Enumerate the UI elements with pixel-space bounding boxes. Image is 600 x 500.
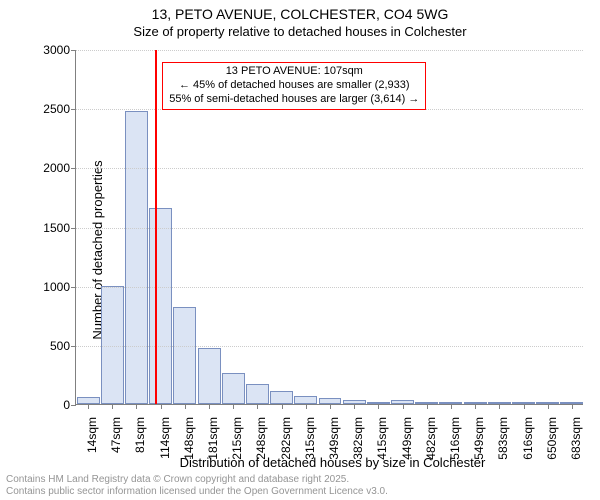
y-tick-mark xyxy=(71,109,76,110)
x-tick-mark xyxy=(209,404,210,409)
y-tick-mark xyxy=(71,228,76,229)
x-tick-mark xyxy=(548,404,549,409)
histogram-bar xyxy=(222,373,245,404)
y-tick-mark xyxy=(71,50,76,51)
gridline xyxy=(76,287,583,288)
x-tick-mark xyxy=(136,404,137,409)
footer-attribution: Contains HM Land Registry data © Crown c… xyxy=(6,474,388,498)
chart-title: 13, PETO AVENUE, COLCHESTER, CO4 5WG xyxy=(0,6,600,22)
x-tick-mark xyxy=(282,404,283,409)
y-tick-label: 3000 xyxy=(43,43,70,57)
histogram-bar xyxy=(198,348,221,404)
y-tick-label: 1500 xyxy=(43,221,70,235)
x-tick-label: 248sqm xyxy=(254,417,268,460)
x-tick-label: 282sqm xyxy=(279,417,293,460)
histogram-bar xyxy=(270,391,293,404)
x-tick-label: 47sqm xyxy=(109,417,123,453)
x-tick-mark xyxy=(185,404,186,409)
x-tick-label: 482sqm xyxy=(424,417,438,460)
y-tick-label: 2500 xyxy=(43,102,70,116)
x-tick-mark xyxy=(233,404,234,409)
x-tick-label: 181sqm xyxy=(206,417,220,460)
x-tick-mark xyxy=(378,404,379,409)
x-tick-label: 516sqm xyxy=(448,417,462,460)
y-tick-mark xyxy=(71,346,76,347)
x-axis-label: Distribution of detached houses by size … xyxy=(75,455,590,470)
x-tick-mark xyxy=(403,404,404,409)
x-tick-mark xyxy=(306,404,307,409)
y-tick-label: 0 xyxy=(63,398,70,412)
annotation-box: 13 PETO AVENUE: 107sqm← 45% of detached … xyxy=(162,62,426,109)
x-tick-mark xyxy=(88,404,89,409)
annotation-line: 13 PETO AVENUE: 107sqm xyxy=(169,65,419,79)
x-tick-label: 315sqm xyxy=(303,417,317,460)
annotation-line: 55% of semi-detached houses are larger (… xyxy=(169,93,419,107)
y-tick-mark xyxy=(71,168,76,169)
y-tick-label: 1000 xyxy=(43,280,70,294)
x-tick-mark xyxy=(354,404,355,409)
y-tick-mark xyxy=(71,405,76,406)
x-tick-mark xyxy=(427,404,428,409)
y-tick-mark xyxy=(71,287,76,288)
x-tick-label: 650sqm xyxy=(545,417,559,460)
x-tick-mark xyxy=(112,404,113,409)
histogram-bar xyxy=(101,286,124,404)
histogram-bar xyxy=(149,208,172,404)
x-tick-label: 415sqm xyxy=(375,417,389,460)
x-tick-mark xyxy=(475,404,476,409)
property-marker-line xyxy=(155,50,157,404)
x-tick-label: 349sqm xyxy=(327,417,341,460)
x-tick-label: 382sqm xyxy=(351,417,365,460)
histogram-bar xyxy=(173,307,196,404)
x-tick-mark xyxy=(451,404,452,409)
plot-area: 05001000150020002500300014sqm47sqm81sqm1… xyxy=(75,50,583,405)
x-tick-label: 616sqm xyxy=(521,417,535,460)
y-tick-label: 500 xyxy=(50,339,70,353)
chart-container: 13, PETO AVENUE, COLCHESTER, CO4 5WG Siz… xyxy=(0,0,600,500)
x-tick-label: 583sqm xyxy=(496,417,510,460)
x-tick-label: 549sqm xyxy=(472,417,486,460)
x-tick-label: 148sqm xyxy=(182,417,196,460)
x-tick-label: 114sqm xyxy=(158,417,172,459)
gridline xyxy=(76,168,583,169)
x-tick-label: 14sqm xyxy=(85,417,99,453)
chart-subtitle: Size of property relative to detached ho… xyxy=(0,24,600,39)
histogram-bar xyxy=(246,384,269,404)
x-tick-mark xyxy=(499,404,500,409)
histogram-bar xyxy=(77,397,100,404)
gridline xyxy=(76,346,583,347)
x-tick-mark xyxy=(257,404,258,409)
x-tick-mark xyxy=(524,404,525,409)
x-tick-label: 683sqm xyxy=(569,417,583,460)
annotation-line: ← 45% of detached houses are smaller (2,… xyxy=(169,79,419,93)
x-tick-mark xyxy=(330,404,331,409)
x-tick-mark xyxy=(161,404,162,409)
footer-line-1: Contains HM Land Registry data © Crown c… xyxy=(6,474,388,486)
x-tick-label: 215sqm xyxy=(230,417,244,460)
x-tick-mark xyxy=(572,404,573,409)
gridline xyxy=(76,228,583,229)
y-tick-label: 2000 xyxy=(43,161,70,175)
x-tick-label: 449sqm xyxy=(400,417,414,460)
histogram-bar xyxy=(294,396,317,404)
histogram-bar xyxy=(125,111,148,404)
footer-line-2: Contains public sector information licen… xyxy=(6,486,388,498)
gridline xyxy=(76,50,583,51)
x-tick-label: 81sqm xyxy=(133,417,147,453)
